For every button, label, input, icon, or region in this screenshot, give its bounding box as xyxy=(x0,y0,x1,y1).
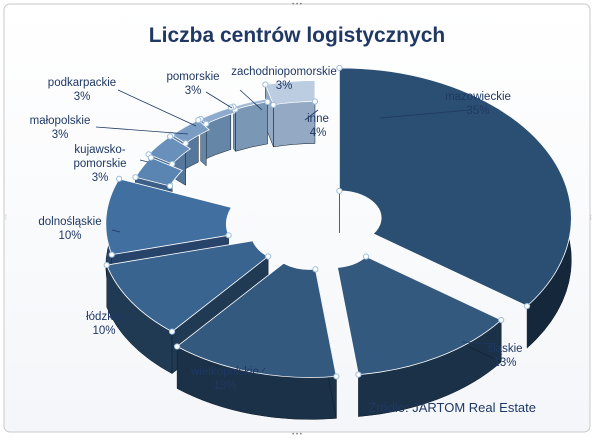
slice-handle[interactable] xyxy=(203,120,210,127)
slice-value-label: 3% xyxy=(185,85,202,97)
slice-handle[interactable] xyxy=(262,81,269,88)
resize-handles[interactable]: • • • • • • ⋮ ⋮ xyxy=(3,2,594,438)
slice-label-łódzkie[interactable]: łódzkie 10% xyxy=(86,311,122,337)
slice-value-label: 35% xyxy=(466,105,489,117)
slice-name-label: kujawsko- xyxy=(74,144,125,156)
slice-handle[interactable] xyxy=(311,98,319,105)
slice-value-label: 3% xyxy=(92,172,109,184)
slice-name-label: łódzkie xyxy=(86,311,122,323)
slice-top-śląskie xyxy=(337,256,502,376)
pie-slice-śląskie[interactable] xyxy=(337,253,505,417)
slice-top-inne xyxy=(264,80,316,106)
slice-handle[interactable] xyxy=(166,182,174,190)
slice-top-mazowieckie xyxy=(338,67,572,307)
slice-value-label: 4% xyxy=(310,127,327,139)
slice-handle[interactable] xyxy=(168,328,176,335)
slice-label-mazowieckie[interactable]: mazowieckie 35% xyxy=(445,91,511,117)
leader-line xyxy=(117,89,197,127)
slice-handle[interactable] xyxy=(265,253,272,260)
slice-handle[interactable] xyxy=(333,373,340,380)
slice-value-label: 13% xyxy=(213,380,236,392)
leader-line xyxy=(205,91,233,109)
slice-name-label: wielkopolskie xyxy=(190,366,259,378)
slice-value-label: 10% xyxy=(92,325,115,337)
slice-label-śląskie[interactable]: śląskie 13% xyxy=(487,343,522,369)
pie-slices xyxy=(103,64,572,420)
slice-label-pomorskie[interactable]: pomorskie 3% xyxy=(166,71,219,97)
pie-slice-wielkopolskie[interactable] xyxy=(173,262,340,420)
slice-handle[interactable] xyxy=(166,133,174,140)
slice-label-inne[interactable]: inne 4% xyxy=(307,113,329,139)
resize-handle-left[interactable]: ⋮ xyxy=(3,214,9,221)
leader-line xyxy=(239,89,263,111)
leader-line xyxy=(139,159,149,163)
slice-handle[interactable] xyxy=(355,371,362,378)
slice-name-label: śląskie xyxy=(487,343,522,355)
slice-handle[interactable] xyxy=(173,343,181,350)
slice-labels: mazowieckie 35% śląskie 13% wielkopolskie 13%… xyxy=(30,66,523,392)
slice-handle[interactable] xyxy=(498,316,505,324)
slice-top-łódzkie xyxy=(106,240,269,333)
slice-handle[interactable] xyxy=(336,187,343,195)
slice-value-label: 13% xyxy=(493,357,516,369)
leader-line xyxy=(261,367,266,373)
slice-label-małopolskie[interactable]: małopolskie 3% xyxy=(30,115,91,141)
slice-side-zachodniopomorskie xyxy=(235,101,268,152)
slice-name-label: zachodniopomorskie xyxy=(231,66,336,78)
slice-name-label: pomorskie xyxy=(166,71,219,83)
slice-handle[interactable] xyxy=(336,64,343,72)
chart-title: Liczba centrów logistycznych xyxy=(149,24,445,47)
slice-handle[interactable] xyxy=(132,174,139,181)
slice-top-wielkopolskie xyxy=(176,262,337,378)
slice-value-label: 3% xyxy=(52,129,69,141)
slice-handle[interactable] xyxy=(147,154,155,161)
slice-handle[interactable] xyxy=(523,302,531,310)
slice-label-wielkopolskie[interactable]: wielkopolskie 13% xyxy=(190,366,259,392)
slice-name-label: dolnośląskie xyxy=(38,216,101,228)
resize-handle-top[interactable]: • • • xyxy=(292,2,302,8)
leader-line xyxy=(95,126,189,135)
slice-name-label: małopolskie xyxy=(30,115,91,127)
pie-slice-mazowieckie[interactable] xyxy=(336,64,572,349)
source-note: Źródło: JARTOM Real Estate xyxy=(368,400,536,415)
slice-name-label: inne xyxy=(307,113,329,125)
slice-handle[interactable] xyxy=(108,251,115,258)
slice-top-dolnośląskie xyxy=(105,178,232,256)
slice-label-dolnośląskie[interactable]: dolnośląskie 10% xyxy=(38,216,101,242)
slice-handle[interactable] xyxy=(270,101,277,109)
slice-label-kujawsko-pomorskie[interactable]: kujawsko-pomorskie 3% xyxy=(73,144,126,184)
slice-name-label: pomorskie xyxy=(73,158,126,170)
resize-handle-right[interactable]: ⋮ xyxy=(588,214,594,221)
slice-handle[interactable] xyxy=(225,232,232,239)
leader-line xyxy=(111,229,121,233)
slice-value-label: 3% xyxy=(276,80,293,92)
resize-handle-bottom[interactable]: • • • xyxy=(292,432,302,438)
leader-line xyxy=(379,109,471,119)
leader-line xyxy=(304,109,319,121)
slice-handle[interactable] xyxy=(264,98,271,105)
slice-handle[interactable] xyxy=(103,261,110,269)
slice-handle[interactable] xyxy=(312,266,319,273)
pie-slice-zachodniopomorskie[interactable] xyxy=(230,98,271,153)
slice-name-label: podkarpackie xyxy=(48,77,116,89)
leader-line xyxy=(127,317,131,321)
pie-slice-inne[interactable] xyxy=(262,80,319,148)
slice-handle[interactable] xyxy=(195,117,202,124)
slice-value-label: 10% xyxy=(58,230,81,242)
slice-handle[interactable] xyxy=(362,253,370,260)
slice-label-podkarpackie[interactable]: podkarpackie 3% xyxy=(48,77,116,103)
slice-value-label: 3% xyxy=(74,91,91,103)
slice-label-zachodniopomorskie[interactable]: zachodniopomorskie 3% xyxy=(231,66,336,92)
slice-handle[interactable] xyxy=(116,175,123,182)
leader-line xyxy=(461,341,494,345)
slice-name-label: mazowieckie xyxy=(445,91,511,103)
